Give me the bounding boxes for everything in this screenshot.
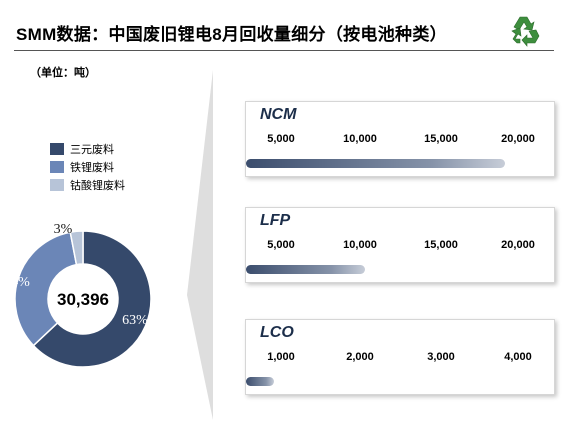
unit-label: （单位：吨）	[30, 67, 96, 79]
tick-label: 5,000	[267, 133, 295, 145]
title-divider	[14, 50, 554, 51]
tick-row: 5,000 10,000 15,000 20,000	[246, 239, 554, 253]
lco-panel: LCO 1,000 2,000 3,000 4,000	[245, 319, 555, 395]
legend-label: 钴酸锂废料	[70, 180, 125, 192]
slice-percent-label: 63%	[122, 313, 148, 328]
legend-swatch	[50, 161, 64, 173]
donut-slice	[69, 230, 84, 266]
tick-label: 20,000	[501, 239, 535, 251]
donut-total: 30,396	[57, 290, 109, 309]
recycle-icon	[511, 16, 540, 47]
tick-label: 10,000	[343, 133, 377, 145]
legend-swatch	[50, 143, 64, 155]
legend-item-lfp: 铁锂废料	[50, 158, 125, 176]
tick-label: 10,000	[343, 239, 377, 251]
legend-swatch	[50, 179, 64, 191]
tick-label: 15,000	[424, 133, 458, 145]
legend-label: 三元废料	[70, 144, 114, 156]
tick-label: 3,000	[427, 351, 455, 363]
lfp-panel: LFP 5,000 10,000 15,000 20,000	[245, 207, 555, 283]
donut-slice	[14, 231, 78, 347]
page-title: SMM数据：中国废旧锂电8月回收量细分（按电池种类）	[16, 25, 447, 44]
panel-title: LFP	[260, 212, 291, 229]
chart-legend: 三元废料 铁锂废料 钴酸锂废料	[50, 140, 125, 194]
tick-label: 2,000	[346, 351, 374, 363]
donut-chart: 63% 34% 3% 30,396	[4, 222, 152, 368]
tick-row: 1,000 2,000 3,000 4,000	[246, 351, 554, 365]
legend-item-ncm: 三元废料	[50, 140, 125, 158]
bar-lfp	[246, 265, 366, 274]
connector-funnel	[187, 70, 213, 420]
slice-percent-label: 34%	[4, 275, 30, 290]
bar-ncm	[246, 159, 505, 168]
tick-label: 4,000	[504, 351, 532, 363]
bar-lco	[246, 377, 275, 386]
panel-title: LCO	[260, 324, 294, 341]
slice-percent-label: 3%	[54, 222, 73, 237]
panel-title: NCM	[260, 106, 297, 123]
ncm-panel: NCM 5,000 10,000 15,000 20,000	[245, 101, 555, 177]
tick-label: 20,000	[501, 133, 535, 145]
donut-slice	[32, 230, 152, 368]
legend-label: 铁锂废料	[70, 162, 114, 174]
legend-item-lco: 钴酸锂废料	[50, 176, 125, 194]
tick-label: 15,000	[424, 239, 458, 251]
tick-row: 5,000 10,000 15,000 20,000	[246, 133, 554, 147]
tick-label: 5,000	[267, 239, 295, 251]
tick-label: 1,000	[267, 351, 295, 363]
